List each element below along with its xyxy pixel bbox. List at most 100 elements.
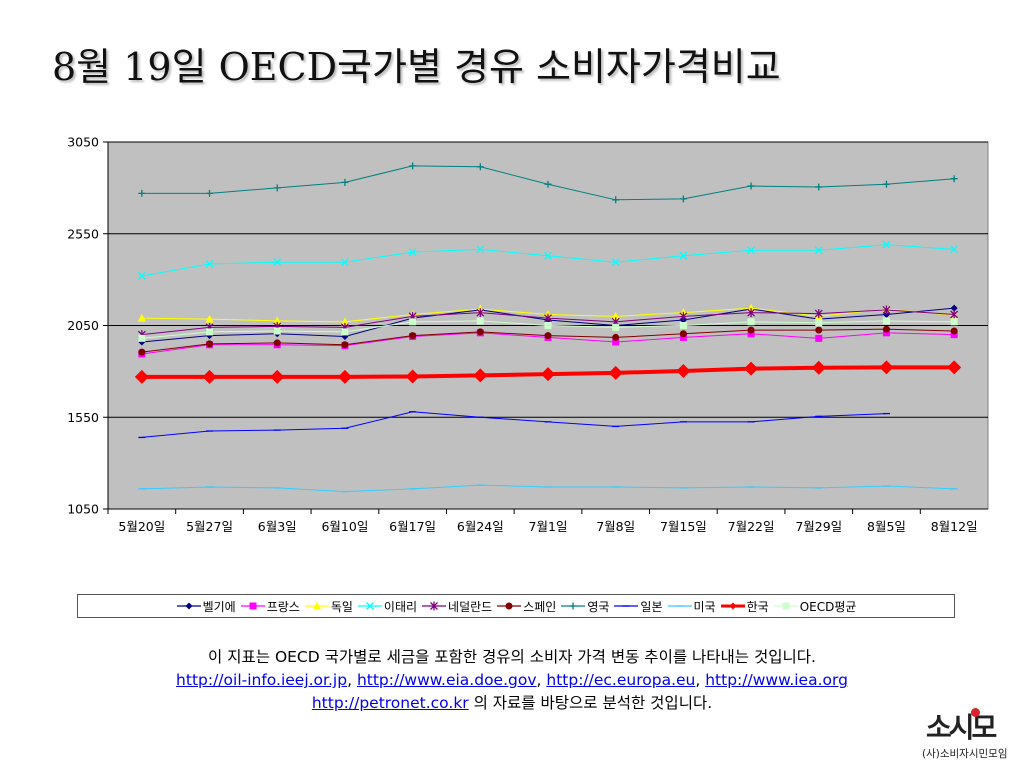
caption-line-2: http://oil-info.ieej.or.jp, http://www.e… xyxy=(176,671,848,689)
series-3-point-3 xyxy=(340,258,349,267)
x-tick-label-7: 7월8일 xyxy=(596,519,635,534)
legend-label-6: 영국 xyxy=(587,599,610,614)
series-10-point-3 xyxy=(341,328,349,336)
series-6 xyxy=(138,162,958,204)
x-tick-label-9: 7월22일 xyxy=(728,519,775,534)
caption-line-1: 이 지표는 OECD 국가별로 세금을 포함한 경유의 소비자 가격 변동 추이… xyxy=(208,648,816,666)
series-10-point-9 xyxy=(747,318,755,326)
series-2-point-9 xyxy=(747,303,756,312)
series-10-point-6 xyxy=(544,322,552,329)
series-3-point-1 xyxy=(205,260,214,268)
series-5-point-8 xyxy=(679,330,687,338)
series-9-point-6 xyxy=(541,367,555,382)
legend-item-2: 독일 xyxy=(304,598,353,615)
legend-label-10: OECD평균 xyxy=(799,599,857,614)
legend-swatch-0 xyxy=(176,602,201,610)
series-4-point-11 xyxy=(882,305,891,315)
series-3-point-6 xyxy=(544,251,552,260)
source-link-ieej[interactable]: http://oil-info.ieej.or.jp xyxy=(176,671,348,689)
legend-swatch-10 xyxy=(773,602,798,610)
x-tick-label-11: 8월5일 xyxy=(867,519,906,534)
series-5-point-1 xyxy=(206,340,214,348)
series-5-point-3 xyxy=(341,341,349,349)
y-tick-label-2: 2050 xyxy=(67,318,99,333)
legend-swatch-9 xyxy=(720,602,745,610)
legend-item-6: 영국 xyxy=(560,598,609,615)
series-6-point-3 xyxy=(341,178,349,186)
source-link-eia[interactable]: http://www.eia.doe.gov xyxy=(356,671,537,689)
legend-item-5: 스페인 xyxy=(496,598,556,615)
logo-mark: 소시모 xyxy=(926,711,997,744)
series-2-point-3 xyxy=(340,317,349,326)
series-3-point-4 xyxy=(408,248,417,257)
y-tick-label-0: 1050 xyxy=(67,502,99,517)
series-9-point-12 xyxy=(947,360,962,375)
series-9-point-0 xyxy=(134,369,149,384)
legend-swatch-marker-0 xyxy=(185,602,193,610)
legend-label-3: 이태리 xyxy=(383,599,418,614)
x-tick-label-5: 6월24일 xyxy=(457,519,504,534)
legend-swatch-7 xyxy=(614,605,639,607)
line-chart: 1050 1550 2050 2550 3050 5월20일 5월27일 6월3일 6월10일 6… xyxy=(67,135,989,534)
x-tick-label-4: 6월17일 xyxy=(389,519,436,534)
legend-swatch-marker-3 xyxy=(365,602,374,610)
series-6-point-9 xyxy=(747,182,755,190)
logo-subtitle: (사)소비자시민모임 xyxy=(922,748,1008,760)
series-9-point-3 xyxy=(337,369,352,384)
caption-line-3: http://petronet.co.kr 의 자료를 바탕으로 분석한 것입니… xyxy=(311,694,713,712)
legend-label-4: 네덜란드 xyxy=(448,599,493,614)
series-3-point-5 xyxy=(476,245,485,254)
series-5-point-4 xyxy=(409,332,417,340)
page-title: 8월 19일 OECD국가별 경유 소비자가격비교 xyxy=(52,45,781,89)
series-1-point-7 xyxy=(612,338,620,346)
series-2-point-1 xyxy=(205,314,214,323)
series-5-point-9 xyxy=(747,326,755,334)
series-9-point-2 xyxy=(270,369,285,384)
series-5-point-12 xyxy=(950,327,958,335)
series-6-point-1 xyxy=(206,189,214,197)
series-9-point-9 xyxy=(744,361,759,376)
series-5-point-0 xyxy=(138,348,146,356)
series-10-point-2 xyxy=(273,327,281,335)
series-5-point-11 xyxy=(882,325,890,333)
series-9-point-8 xyxy=(676,364,691,379)
series-9-point-4 xyxy=(405,369,420,384)
series-3-point-7 xyxy=(611,258,620,267)
legend-swatch-5 xyxy=(497,602,522,610)
legend-item-4: 네덜란드 xyxy=(421,598,492,615)
legend-swatch-marker-2 xyxy=(312,601,321,610)
source-link-iea[interactable]: http://www.iea.org xyxy=(705,671,848,689)
legend-label-9: 한국 xyxy=(746,599,769,614)
series-3-point-0 xyxy=(137,271,146,280)
x-tick-label-0: 5월20일 xyxy=(118,519,165,534)
source-link-petronet[interactable]: http://petronet.co.kr xyxy=(311,694,469,712)
series-9 xyxy=(134,360,962,384)
series-10-point-8 xyxy=(679,322,687,329)
logo-dot-icon xyxy=(971,708,980,717)
series-9-point-10 xyxy=(811,360,826,375)
series-10-point-11 xyxy=(882,317,890,325)
legend-swatch-2 xyxy=(304,601,329,610)
legend-swatch-3 xyxy=(357,602,382,610)
source-link-ec[interactable]: http://ec.europa.eu xyxy=(546,671,696,689)
series-4-point-10 xyxy=(814,309,823,319)
series-0-point-11 xyxy=(882,310,890,318)
legend-swatch-4 xyxy=(422,601,447,611)
caption: 이 지표는 OECD 국가별로 세금을 포함한 경유의 소비자 가격 변동 추이… xyxy=(0,646,1024,715)
series-2-point-7 xyxy=(611,311,620,320)
series-0-point-12 xyxy=(950,304,958,312)
legend-swatch-marker-10 xyxy=(782,602,790,610)
series-5 xyxy=(138,325,958,356)
series-9-point-11 xyxy=(879,360,894,375)
legend-swatch-marker-5 xyxy=(505,602,513,610)
series-6-point-8 xyxy=(679,195,687,203)
legend-swatch-marker-6 xyxy=(569,602,577,610)
legend-label-0: 벨기에 xyxy=(202,599,236,614)
series-3-point-8 xyxy=(679,251,688,260)
x-tick-label-2: 6월3일 xyxy=(258,519,297,534)
legend-label-5: 스페인 xyxy=(523,599,557,614)
series-9-point-5 xyxy=(473,368,488,383)
series-9-point-1 xyxy=(202,369,217,384)
series-10-point-10 xyxy=(815,319,823,327)
series-2-point-0 xyxy=(137,313,146,322)
